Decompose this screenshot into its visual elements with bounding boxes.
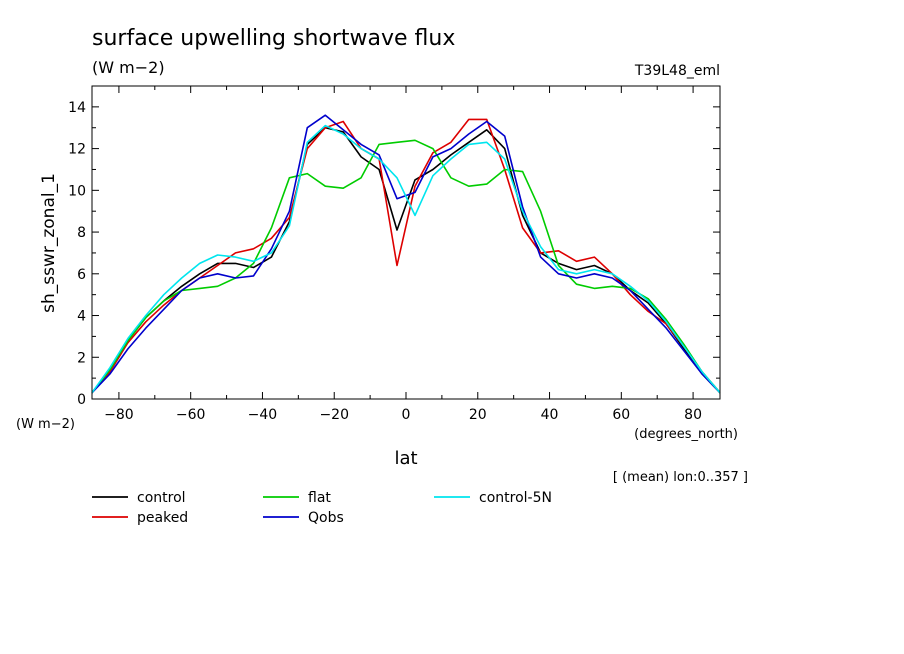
- y-tick-label: 2: [77, 350, 86, 366]
- x-tick-label: 20: [469, 407, 487, 423]
- y-tick-label: 4: [77, 309, 86, 325]
- y-tick-label: 0: [77, 392, 86, 408]
- series-group: [91, 114, 721, 394]
- y-axis: 0 2 4 6 8 10 12 14: [68, 100, 720, 408]
- mean-annotation: [ (mean) lon:0..357 ]: [613, 470, 748, 485]
- x-tick-label: 60: [612, 407, 630, 423]
- series-line-control-5n: [91, 124, 721, 394]
- y-tick-label: 8: [77, 225, 86, 241]
- y-axis-label: sh_sswr_zonal_1: [39, 173, 59, 313]
- legend-label-flat: flat: [308, 490, 331, 506]
- legend-label-control: control: [137, 490, 186, 506]
- x-tick-label: 40: [541, 407, 559, 423]
- series-line-flat: [91, 139, 721, 394]
- x-axis: −80 −60 −40 −20 0 20 40 60 80: [104, 86, 702, 423]
- chart-units: (W m−2): [92, 58, 165, 77]
- series-line-qobs: [91, 114, 721, 394]
- chart-title: surface upwelling shortwave flux: [92, 26, 455, 51]
- y-tick-label: 6: [77, 267, 86, 283]
- x-tick-label: −40: [248, 407, 278, 423]
- x-tick-label: −60: [176, 407, 206, 423]
- x-tick-label: 0: [402, 407, 411, 423]
- y-tick-label: 14: [68, 100, 86, 116]
- series-line-peaked: [91, 118, 721, 394]
- plot-frame: [91, 85, 721, 400]
- y-axis-units: (W m−2): [16, 417, 75, 432]
- x-tick-label: 80: [684, 407, 702, 423]
- x-tick-label: −20: [319, 407, 349, 423]
- series-line-control: [91, 126, 721, 394]
- x-axis-units: (degrees_north): [634, 427, 738, 442]
- x-axis-label: lat: [394, 448, 417, 469]
- legend-label-peaked: peaked: [137, 510, 188, 526]
- x-tick-label: −80: [104, 407, 134, 423]
- experiment-label: T39L48_eml: [634, 63, 720, 79]
- legend-label-qobs: Qobs: [308, 510, 344, 526]
- y-tick-label: 12: [68, 142, 86, 158]
- y-tick-label: 10: [68, 183, 86, 199]
- legend: control peaked flat Qobs control-5N: [92, 490, 552, 526]
- legend-label-control-5n: control-5N: [479, 490, 552, 506]
